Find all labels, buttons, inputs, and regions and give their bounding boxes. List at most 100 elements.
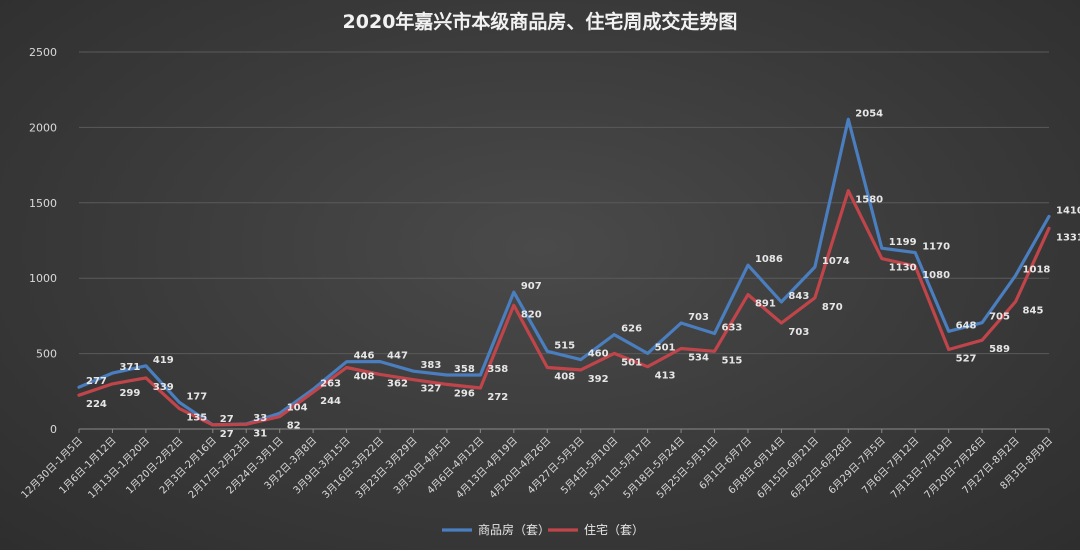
data-label: 27: [220, 429, 234, 440]
data-label: 327: [420, 384, 441, 395]
y-tick-label: 1500: [29, 197, 57, 210]
data-label: 1199: [889, 237, 917, 248]
data-label: 1410: [1056, 205, 1080, 216]
data-label: 244: [320, 396, 341, 407]
data-label: 104: [287, 402, 308, 413]
y-tick-label: 1000: [29, 272, 57, 285]
data-label: 515: [722, 355, 743, 366]
legend: 商品房（套） 住宅（套）: [442, 522, 644, 537]
data-label: 1018: [1023, 264, 1051, 275]
data-label: 1170: [922, 242, 950, 253]
data-label: 383: [420, 360, 441, 371]
x-tick-label: 3月9日-3月15日: [291, 435, 353, 497]
x-tick-label: 2月3日-2月16日: [157, 435, 219, 497]
y-tick-label: 500: [36, 348, 57, 361]
data-label: 891: [755, 299, 776, 310]
y-tick-label: 2000: [29, 121, 57, 134]
data-label: 408: [354, 371, 375, 382]
x-tick-label: 1月6日-1月12日: [57, 435, 119, 497]
x-tick-label: 7月20日-7月26日: [922, 435, 988, 501]
data-label: 870: [822, 302, 843, 313]
legend-label: 商品房（套）: [478, 522, 550, 537]
data-label: 277: [86, 376, 107, 387]
chart-title: 2020年嘉兴市本级商品房、住宅周成交走势图: [343, 10, 738, 33]
data-label: 703: [688, 312, 709, 323]
x-tick-label: 6月15日-6月21日: [755, 435, 821, 501]
x-tick-label: 1月13日-1月20日: [86, 435, 152, 501]
x-tick-label: 4月13日-4月19日: [454, 435, 520, 501]
x-tick-label: 3月16日-3月22日: [320, 435, 386, 501]
y-tick-label: 2500: [29, 46, 57, 59]
x-tick-label: 6月22日-6月28日: [788, 435, 854, 501]
data-label: 177: [186, 391, 207, 402]
x-tick-label: 5月4日-5月10日: [558, 435, 620, 497]
data-label: 413: [655, 371, 676, 382]
data-label: 82: [287, 421, 301, 432]
x-tick-label: 7月6日-7月12日: [860, 435, 922, 497]
x-tick-label: 12月30日-1月5日: [19, 435, 85, 501]
data-label: 1130: [889, 263, 917, 274]
x-tick-label: 4月27日-5月3日: [525, 435, 587, 497]
data-label: 705: [989, 312, 1010, 323]
data-label: 135: [186, 413, 207, 424]
data-label: 2054: [855, 108, 883, 119]
data-label: 703: [788, 327, 809, 338]
data-label: 358: [487, 364, 508, 375]
data-label: 626: [621, 324, 642, 335]
data-label: 1086: [755, 254, 783, 265]
data-label: 460: [588, 349, 609, 360]
data-label: 358: [454, 364, 475, 375]
x-tick-label: 3月23日-3月29日: [353, 435, 419, 501]
x-tick-label: 1月20日-2月2日: [124, 435, 186, 497]
x-tick-label: 4月20日-4月26日: [487, 435, 553, 501]
x-tick-label: 5月11日-5月17日: [587, 435, 653, 501]
data-label: 1080: [922, 270, 950, 281]
series-line-2: [77, 189, 1051, 427]
data-label: 392: [588, 374, 609, 385]
data-label: 362: [387, 378, 408, 389]
x-tick-label: 7月27日-8月2日: [960, 435, 1022, 497]
data-label: 224: [86, 399, 107, 410]
data-label: 843: [788, 291, 809, 302]
y-axis: 0 500 1000 1500 2000 2500: [29, 46, 57, 436]
data-label: 527: [956, 354, 977, 365]
data-label: 907: [521, 281, 542, 292]
data-label: 633: [722, 323, 743, 334]
data-label: 648: [956, 320, 977, 331]
data-label: 33: [253, 413, 267, 424]
x-tick-label: 6月8日-6月14日: [726, 435, 788, 497]
y-tick-label: 0: [50, 423, 57, 436]
data-label: 501: [621, 357, 642, 368]
gridlines: [79, 51, 1049, 430]
data-label: 299: [119, 388, 140, 399]
data-label: 263: [320, 378, 341, 389]
data-label: 1074: [822, 256, 850, 267]
data-label: 27: [220, 414, 234, 425]
data-label: 515: [554, 340, 575, 351]
x-tick-label: 4月6日-4月12日: [425, 435, 487, 497]
data-label: 1331: [1056, 232, 1080, 243]
data-label: 534: [688, 352, 709, 363]
x-axis: 12月30日-1月5日1月6日-1月12日1月13日-1月20日1月20日-2月…: [19, 429, 1055, 501]
data-label: 371: [119, 362, 140, 373]
data-label: 845: [1023, 306, 1044, 317]
data-label: 272: [487, 392, 508, 403]
series-lines: [77, 117, 1051, 427]
data-label: 408: [554, 371, 575, 382]
x-tick-label: 5月25日-5月31日: [654, 435, 720, 501]
x-tick-label: 5月18日-5月24日: [621, 435, 687, 501]
data-label: 296: [454, 388, 475, 399]
data-label: 339: [153, 382, 174, 393]
x-tick-label: 6月29日-7月5日: [826, 435, 888, 497]
data-labels: 277 371 419 177 27 33 104 263 446 447 383 358 358 907…: [86, 108, 1080, 440]
data-label: 446: [354, 351, 375, 362]
x-tick-label: 7月13日-7月19日: [888, 435, 954, 501]
x-tick-label: 3月30日-4月5日: [391, 435, 453, 497]
legend-label: 住宅（套）: [584, 522, 644, 537]
data-label: 1580: [855, 195, 883, 206]
data-label: 419: [153, 355, 174, 366]
data-label: 820: [521, 309, 542, 320]
x-tick-label: 2月17日-2月23日: [186, 435, 252, 501]
data-label: 501: [655, 342, 676, 353]
